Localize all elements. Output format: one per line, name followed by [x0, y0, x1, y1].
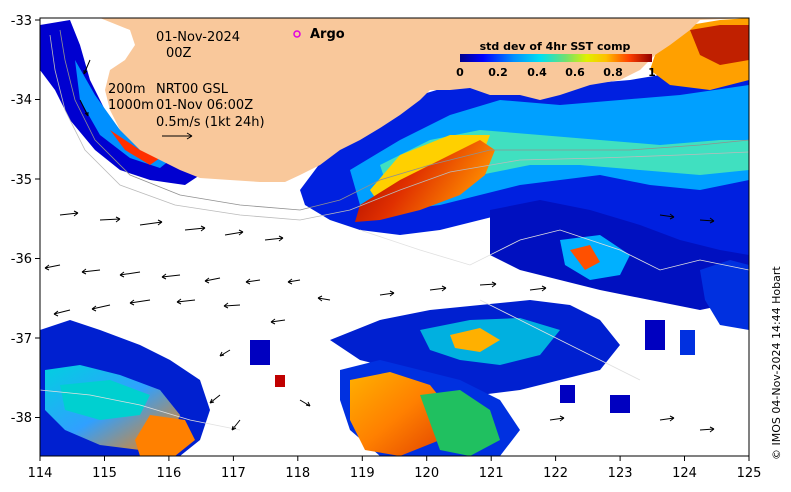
bathymetry-contours: [40, 29, 749, 431]
depth-1000-label: 1000m: [108, 98, 154, 113]
map-field: [40, 18, 749, 456]
colorbar-tick: 0.6: [565, 66, 585, 79]
valid-time-label: 01-Nov 06:00Z: [156, 98, 254, 113]
credit-label: © IMOS 04-Nov-2024 14:44 Hobart: [770, 266, 783, 460]
x-tick-label: 125: [737, 466, 762, 481]
colorbar: std dev of 4hr SST comp 0 0.2 0.4 0.6 0.…: [456, 40, 656, 79]
colorbar-tick: 0.8: [603, 66, 623, 79]
scale-label: 0.5m/s (1kt 24h): [156, 115, 265, 130]
colorbar-tick: 0: [456, 66, 464, 79]
sst-patches: [40, 18, 749, 456]
y-tick-label: -36: [11, 252, 32, 267]
argo-label: Argo: [310, 27, 345, 42]
x-tick-label: 119: [350, 466, 375, 481]
x-tick-label: 114: [28, 466, 53, 481]
depth-200-label: 200m: [108, 82, 146, 97]
x-tick-label: 117: [221, 466, 246, 481]
argo-marker: [293, 30, 301, 38]
x-tick-label: 124: [672, 466, 697, 481]
colorbar-tick: 1: [648, 66, 656, 79]
current-vectors: [44, 59, 715, 433]
x-tick-label: 115: [92, 466, 117, 481]
x-tick-label: 118: [285, 466, 310, 481]
x-tick-label: 121: [479, 466, 504, 481]
x-tick-label: 120: [414, 466, 439, 481]
date-label: 01-Nov-2024: [156, 30, 241, 45]
colorbar-title: std dev of 4hr SST comp: [480, 40, 631, 53]
plot-frame: [39, 17, 750, 457]
product-label: NRT00 GSL: [156, 82, 228, 97]
y-tick-label: -38: [11, 411, 32, 426]
time-label: 00Z: [166, 46, 192, 61]
colorbar-tick: 0.2: [488, 66, 508, 79]
scale-arrow: [162, 132, 193, 140]
colorbar-ramp: [460, 54, 652, 62]
colorbar-tick: 0.4: [527, 66, 547, 79]
y-tick-label: -33: [11, 14, 32, 29]
y-tick-label: -37: [11, 332, 32, 347]
x-tick-label: 123: [608, 466, 633, 481]
y-tick-label: -34: [11, 93, 32, 108]
x-tick-label: 122: [543, 466, 568, 481]
x-tick-label: 116: [156, 466, 181, 481]
y-tick-label: -35: [11, 173, 32, 188]
axis-ticks: [35, 19, 750, 461]
